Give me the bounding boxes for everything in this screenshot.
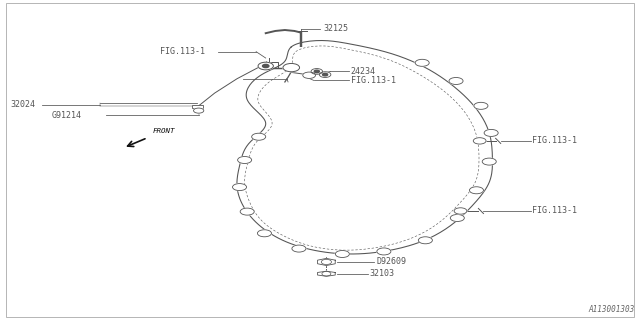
Circle shape: [283, 63, 300, 72]
Circle shape: [303, 72, 316, 78]
Circle shape: [258, 62, 273, 70]
Circle shape: [323, 73, 328, 76]
Circle shape: [474, 102, 488, 109]
Circle shape: [335, 251, 349, 258]
Circle shape: [311, 68, 323, 74]
Circle shape: [419, 237, 433, 244]
Circle shape: [377, 248, 391, 255]
Text: 24234: 24234: [351, 67, 376, 76]
Circle shape: [193, 108, 204, 113]
Text: FRONT: FRONT: [153, 128, 175, 134]
Circle shape: [473, 138, 486, 144]
Circle shape: [449, 77, 463, 84]
Circle shape: [484, 129, 498, 136]
Text: FIG.113-1: FIG.113-1: [532, 136, 577, 145]
Text: A113001303: A113001303: [588, 305, 634, 314]
Circle shape: [252, 133, 266, 140]
Circle shape: [240, 208, 254, 215]
Circle shape: [292, 245, 306, 252]
Text: D92609: D92609: [376, 258, 406, 267]
Circle shape: [415, 59, 429, 66]
Circle shape: [232, 184, 246, 191]
Bar: [191, 105, 203, 108]
Polygon shape: [237, 41, 492, 254]
Circle shape: [454, 208, 467, 214]
Circle shape: [469, 187, 483, 194]
Text: FIG.113-1: FIG.113-1: [351, 76, 396, 85]
Polygon shape: [317, 258, 335, 266]
Text: FIG.113-1: FIG.113-1: [532, 206, 577, 215]
Polygon shape: [317, 271, 335, 276]
Circle shape: [482, 158, 496, 165]
Text: G91214: G91214: [52, 111, 82, 120]
Circle shape: [257, 230, 271, 237]
Text: 32103: 32103: [370, 269, 395, 278]
Text: FIG.113-1: FIG.113-1: [161, 47, 205, 56]
Text: 32024: 32024: [10, 100, 35, 109]
Circle shape: [262, 64, 269, 68]
Circle shape: [237, 156, 252, 164]
Circle shape: [314, 70, 319, 73]
Text: 32125: 32125: [323, 24, 348, 33]
Circle shape: [451, 214, 465, 221]
Circle shape: [319, 72, 331, 77]
